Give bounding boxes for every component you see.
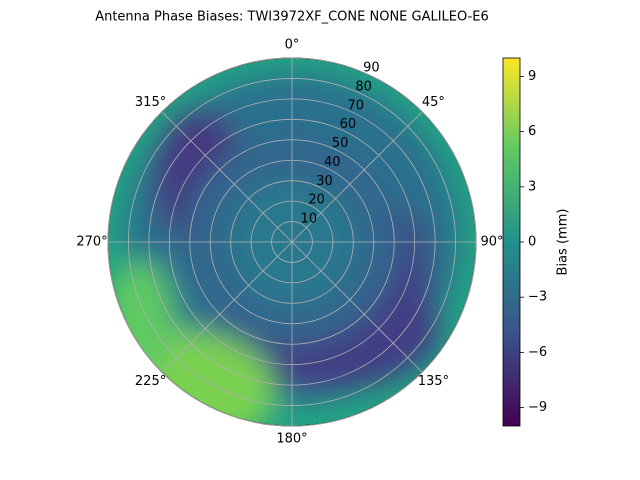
r-tick-label: 40 (324, 155, 341, 170)
theta-tick-label: 90° (480, 235, 503, 250)
grid-circle (168, 118, 416, 366)
colorbar-tick-label: 0 (528, 235, 536, 250)
r-tick-label: 60 (340, 117, 357, 132)
theta-tick-label: 315° (135, 95, 166, 110)
r-tick-label: 30 (316, 174, 333, 189)
colorbar-tick-label: −3 (528, 290, 547, 305)
r-tick-label: 20 (308, 193, 325, 208)
grid-circle (250, 200, 334, 284)
colorbar-label: Bias (mm) (556, 209, 571, 276)
colorbar (503, 58, 520, 426)
grid-circle (209, 159, 375, 325)
grid-line (291, 241, 423, 373)
r-tick-label: 90 (363, 61, 380, 76)
grid-circle (271, 221, 313, 263)
colorbar-tick-label: 9 (528, 69, 536, 84)
r-tick-label: 50 (332, 136, 349, 151)
grid-circle (128, 78, 456, 406)
theta-tick-label: 270° (76, 235, 107, 250)
grid-line (161, 241, 293, 373)
theta-tick-label: 180° (276, 432, 307, 447)
grid-circle (189, 139, 395, 345)
theta-tick-label: 135° (418, 374, 449, 389)
colorbar-tick-label: −9 (528, 400, 547, 415)
theta-tick-label: 0° (285, 38, 300, 53)
grid-circle (148, 98, 436, 386)
colorbar-tick-label: 3 (528, 179, 536, 194)
theta-tick-label: 45° (422, 95, 445, 110)
colorbar-tick-label: −6 (528, 345, 547, 360)
grid-circle (107, 57, 477, 427)
grid-line (291, 111, 423, 243)
r-tick-label: 70 (347, 98, 364, 113)
grid-line (161, 111, 293, 243)
grid-circle (230, 180, 354, 304)
chart-title: Antenna Phase Biases: TWI3972XF_CONE NON… (95, 10, 489, 25)
r-tick-label: 80 (355, 79, 372, 94)
contour-field (108, 58, 476, 426)
colorbar-tick-label: 6 (528, 124, 536, 139)
theta-tick-label: 225° (135, 374, 166, 389)
r-tick-label: 10 (301, 212, 318, 227)
